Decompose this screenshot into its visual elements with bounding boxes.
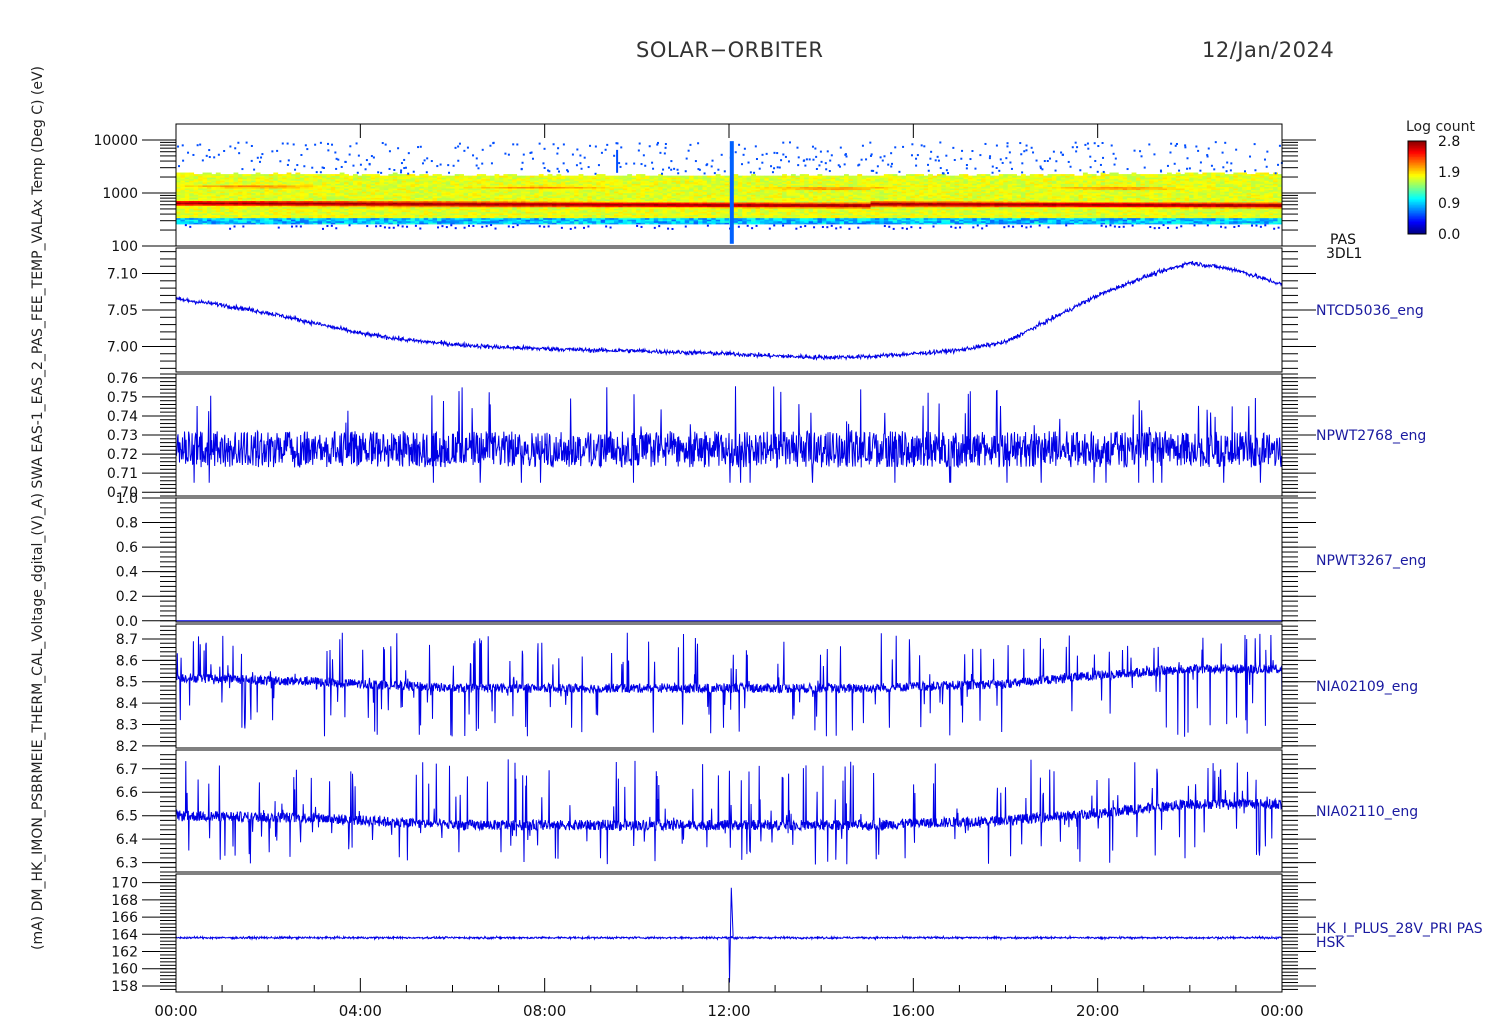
y-tick-label: 160: [111, 962, 138, 978]
x-tick-label: 00:00: [154, 1002, 197, 1020]
y-tick-label: 6.3: [116, 856, 138, 872]
y-tick-label: 8.5: [116, 675, 138, 691]
y-tick-label: 6.4: [116, 832, 138, 848]
x-tick-label: 00:00: [1260, 1002, 1303, 1020]
panel-right-label: NPWT3267_eng: [1316, 553, 1426, 569]
panel-right-label: 3DL1: [1326, 246, 1362, 262]
y-tick-label: 0.6: [116, 540, 138, 556]
y-tick-label: 0.76: [107, 371, 138, 387]
y-tick-label: 100: [111, 239, 138, 255]
panel-right-label: NTCD5036_eng: [1316, 303, 1424, 319]
panel-right-label: NIA02110_eng: [1316, 804, 1418, 820]
y-tick-label: 0.70: [107, 485, 138, 501]
y-tick-label: 168: [111, 893, 138, 909]
series-HK-I-PLUS-28V: [175, 887, 1282, 983]
panel-frame: [175, 497, 1283, 623]
y-tick-label: 8.2: [116, 739, 138, 755]
spectrogram-image: [176, 141, 1283, 244]
colorbar-tick-label: 0.0: [1438, 227, 1460, 243]
x-tick-label: 12:00: [707, 1002, 750, 1020]
panel-right-label: PAS: [1330, 232, 1356, 248]
series-NIA02110: [175, 759, 1283, 865]
y-tick-label: 7.05: [107, 303, 138, 319]
colorbar-tick-label: 0.9: [1438, 196, 1460, 212]
y-tick-label: 158: [111, 979, 138, 995]
colorbar: [1407, 140, 1427, 235]
y-tick-label: 1000: [102, 186, 138, 202]
y-tick-label: 6.6: [116, 785, 138, 801]
y-axis-label-overlay: (mA) DM_HK_IMON_PSBRMEIE_THERM_CAL_Volta…: [30, 66, 46, 950]
y-tick-label: 8.3: [116, 717, 138, 733]
x-tick-label: 20:00: [1076, 1002, 1119, 1020]
y-tick-label: 0.72: [107, 447, 138, 463]
y-tick-label: 8.4: [116, 696, 138, 712]
y-tick-label: 6.7: [116, 762, 138, 778]
series-NPWT2768: [175, 386, 1283, 483]
x-tick-label: 08:00: [523, 1002, 566, 1020]
y-tick-label: 0.2: [116, 589, 138, 605]
y-tick-label: 0.4: [116, 565, 138, 581]
y-tick-label: 0.0: [116, 614, 138, 630]
noon-feature: [729, 141, 734, 244]
y-tick-label: 0.73: [107, 428, 138, 444]
panel-right-label: NIA02109_eng: [1316, 679, 1418, 695]
y-tick-label: 166: [111, 910, 138, 926]
plot-date: 12/Jan/2024: [1202, 38, 1335, 62]
colorbar-tick-label: 2.8: [1438, 134, 1460, 150]
y-tick-label: 170: [111, 876, 138, 892]
plot-title: SOLAR−ORBITER: [636, 38, 824, 62]
colorbar-tick-label: 1.9: [1438, 165, 1460, 181]
y-tick-label: 0.75: [107, 390, 138, 406]
y-tick-label: 162: [111, 945, 138, 961]
y-tick-label: 1.0: [116, 491, 138, 507]
colorbar-frame: [1407, 140, 1427, 235]
panel-right-label: HSK: [1316, 935, 1345, 951]
colorbar-title: Log count: [1406, 119, 1475, 135]
y-tick-label: 0.8: [116, 516, 138, 532]
y-tick-label: 0.71: [107, 466, 138, 482]
y-tick-label: 164: [111, 927, 138, 943]
x-tick-label: 16:00: [892, 1002, 935, 1020]
y-tick-label: 8.7: [116, 632, 138, 648]
axes-layer: [142, 123, 1316, 993]
y-tick-label: 0.74: [107, 409, 138, 425]
panel-right-label: HK_I_PLUS_28V_PRI PAS: [1316, 921, 1483, 937]
x-tick-label: 04:00: [339, 1002, 382, 1020]
y-tick-label: 10000: [93, 133, 138, 149]
y-tick-label: 7.00: [107, 339, 138, 355]
data-layer: [175, 140, 1427, 983]
y-tick-label: 6.5: [116, 809, 138, 825]
series-NTCD5036: [175, 260, 1283, 361]
y-tick-label: 7.10: [107, 267, 138, 283]
panel-right-label: NPWT2768_eng: [1316, 428, 1426, 444]
series-NIA02109: [175, 632, 1283, 737]
y-tick-label: 8.6: [116, 653, 138, 669]
